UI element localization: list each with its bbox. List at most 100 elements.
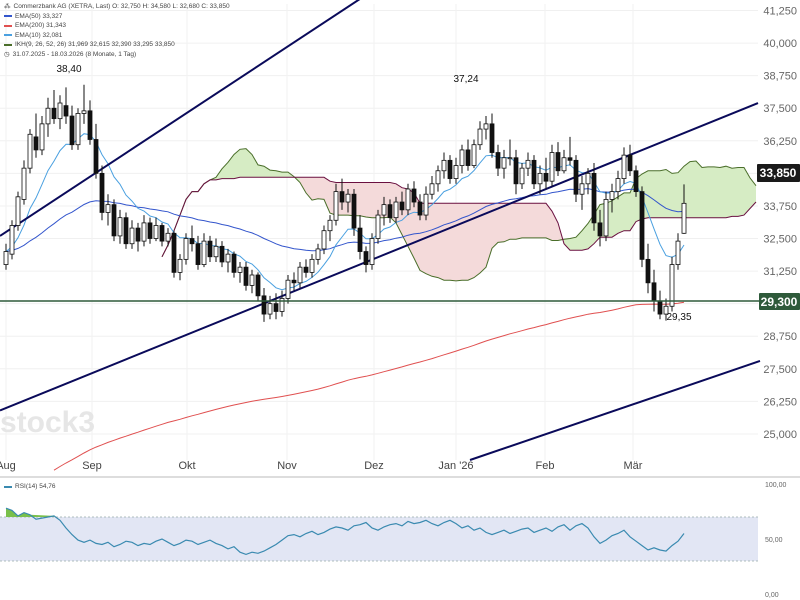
- candle-body: [315, 248, 321, 260]
- cloud-segment: [546, 203, 552, 241]
- cloud-segment: [234, 149, 240, 179]
- candle-body: [429, 183, 435, 195]
- cloud-segment: [450, 203, 456, 281]
- y-tick-label: 32,500: [763, 234, 797, 246]
- cloud-segment: [666, 169, 672, 218]
- candle-body: [669, 264, 675, 307]
- candle-body: [471, 144, 477, 166]
- cloud-segment: [696, 160, 702, 218]
- price-grid: [0, 4, 758, 460]
- chart-legend: ⁂ Commerzbank AG (XETRA, Last) O: 32,750 …: [4, 2, 230, 59]
- candle-body: [381, 204, 387, 216]
- candle-body: [153, 225, 159, 239]
- candle-body: [93, 139, 99, 174]
- cloud-segment: [486, 203, 492, 268]
- candle-body: [21, 167, 27, 200]
- candle-body: [369, 238, 375, 265]
- middle-trend-line: [0, 102, 759, 412]
- candle-body: [3, 251, 9, 265]
- candle-body: [75, 113, 81, 146]
- candle-body: [447, 159, 453, 179]
- candle-body: [195, 243, 201, 265]
- last-price-badge: 33,850: [757, 164, 800, 182]
- cloud-segment: [318, 177, 324, 200]
- legend-ema10: EMA(10) 32,081: [4, 31, 230, 41]
- rsi-line: [5, 507, 685, 556]
- ema200-swatch-icon: [4, 24, 12, 27]
- candle-body: [15, 196, 21, 226]
- rsi-tick-label: 100,00: [765, 482, 787, 489]
- ema200-label: EMA(200) 31,343: [15, 22, 66, 29]
- trend-channel: [0, 0, 761, 461]
- cloud-segment: [714, 166, 720, 218]
- cloud-segment: [570, 237, 576, 251]
- candle-body: [621, 154, 627, 179]
- candle-body: [399, 201, 405, 211]
- candle-body: [423, 193, 429, 216]
- candle-body: [333, 191, 339, 221]
- cloud-segment: [360, 182, 366, 218]
- cloud-segment: [240, 148, 246, 178]
- candle-body: [549, 152, 555, 182]
- cloud-segment: [738, 167, 744, 217]
- cloud-segment: [462, 203, 468, 281]
- candle-body: [411, 188, 417, 203]
- cloud-segment: [342, 182, 348, 216]
- candle-body: [459, 149, 465, 166]
- cloud-segment: [654, 170, 660, 218]
- x-tick-label: Mär: [624, 460, 643, 472]
- y-tick-label: 40,000: [763, 38, 797, 50]
- candle-body: [141, 222, 147, 242]
- upper-channel-line: [0, 0, 361, 237]
- rsi-legend: RSI(14) 54,76: [4, 483, 55, 490]
- cloud-segment: [504, 203, 510, 242]
- candle-body: [537, 172, 543, 185]
- candle-body: [453, 165, 459, 179]
- candle-body: [615, 178, 621, 193]
- annotation-high-2: 37,24: [453, 74, 478, 85]
- candle-body: [387, 204, 393, 219]
- cloud-segment: [582, 223, 588, 251]
- x-tick-label: Dez: [364, 460, 384, 472]
- candle-body: [267, 303, 273, 315]
- cloud-segment: [612, 196, 618, 238]
- y-tick-label: 25,000: [763, 429, 797, 441]
- ema50-label: EMA(50) 33,327: [15, 12, 63, 20]
- cloud-segment: [732, 167, 738, 217]
- candle-body: [249, 274, 255, 286]
- cloud-segment: [276, 170, 282, 178]
- watermark: stock3: [0, 406, 95, 439]
- support-badge: 29,300: [759, 293, 800, 310]
- cloud-segment: [720, 166, 726, 218]
- candle-body: [51, 107, 57, 120]
- legend-ikh: IKH(9, 26, 52, 26) 31,969 32,615 32,390 …: [4, 40, 230, 50]
- rsi-swatch-icon: [4, 485, 12, 488]
- candle-body: [39, 123, 45, 151]
- cloud-segment: [372, 182, 378, 218]
- cloud-segment: [498, 203, 504, 243]
- last-price-label: 33,850: [760, 166, 797, 180]
- candle-body: [651, 282, 657, 302]
- candle-body: [159, 225, 165, 242]
- cloud-segment: [618, 192, 624, 234]
- candle-body: [63, 105, 69, 117]
- cloud-segment: [456, 203, 462, 281]
- cloud-segment: [324, 177, 330, 214]
- ichimoku-cloud: [161, 148, 757, 282]
- candle-body: [645, 258, 651, 284]
- y-tick-label: 27,500: [763, 364, 797, 376]
- candle-body: [573, 159, 579, 195]
- cloud-segment: [246, 148, 252, 178]
- candle-body: [591, 172, 597, 224]
- candle-body: [555, 152, 561, 172]
- x-tick-label: Sep: [82, 460, 102, 472]
- candle-body: [177, 258, 183, 273]
- cloud-segment: [540, 203, 546, 238]
- candle-body: [297, 266, 303, 284]
- candles-icon: ⁂: [4, 3, 11, 10]
- y-tick-label: 33,750: [763, 201, 797, 213]
- y-tick-label: 26,250: [763, 396, 797, 408]
- candle-body: [519, 167, 525, 185]
- cloud-segment: [468, 203, 474, 281]
- candle-body: [351, 193, 357, 229]
